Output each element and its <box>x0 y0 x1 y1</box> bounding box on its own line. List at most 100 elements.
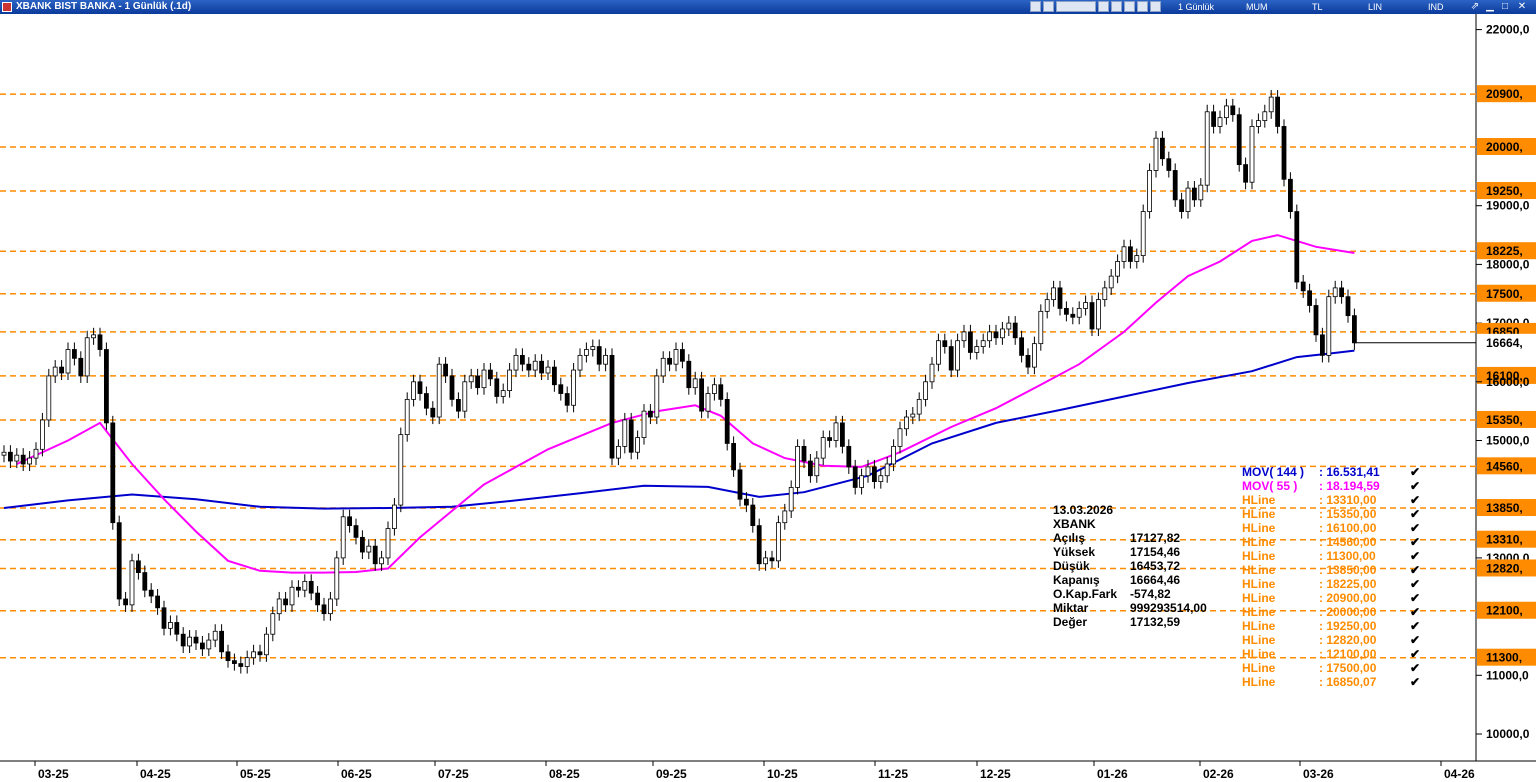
hline-label-bg <box>1477 182 1536 200</box>
maximize-icon[interactable]: □ <box>1501 1 1509 12</box>
candle-body <box>1313 305 1319 336</box>
chart-type-icon[interactable] <box>1030 1 1041 12</box>
legend-name: HLine <box>1242 633 1276 647</box>
candle-body <box>616 445 621 459</box>
hline-label-bg <box>1477 366 1536 384</box>
close-icon[interactable]: ✕ <box>1517 1 1527 12</box>
check-icon[interactable]: ✔ <box>1410 535 1420 549</box>
candle-body <box>295 586 301 591</box>
check-icon[interactable]: ✔ <box>1410 577 1420 591</box>
candle-body <box>1076 308 1082 318</box>
settings-icon[interactable] <box>1137 1 1148 12</box>
candle-body <box>680 349 685 362</box>
candle-body <box>385 528 391 559</box>
legend-name: HLine <box>1242 549 1276 563</box>
candle-body <box>110 422 116 524</box>
check-icon[interactable]: ✔ <box>1410 591 1420 605</box>
candle-body <box>993 331 999 339</box>
check-icon[interactable]: ✔ <box>1410 661 1420 675</box>
candle-body <box>923 381 928 400</box>
candle-body <box>187 636 193 647</box>
candle-body <box>263 633 269 656</box>
candle-body <box>833 422 839 441</box>
y-tick-label: 15000,0 <box>1486 434 1530 448</box>
info-value: 16453,72 <box>1130 559 1180 573</box>
candle-body <box>1121 246 1127 262</box>
candle-body <box>852 466 858 488</box>
app-icon <box>2 2 12 12</box>
check-icon[interactable]: ✔ <box>1410 633 1420 647</box>
hline-label-bg <box>1477 530 1536 548</box>
minimize-icon[interactable]: ▁ <box>1486 1 1494 12</box>
x-tick-label: 05-25 <box>240 767 271 781</box>
candle-body <box>1147 170 1152 212</box>
candle-body <box>660 357 666 377</box>
candle-body <box>321 604 327 615</box>
info-label: O.Kap.Fark <box>1053 587 1117 601</box>
candle-body <box>712 384 717 394</box>
y-tick-label: 20000, <box>1486 140 1523 154</box>
check-icon[interactable]: ✔ <box>1410 549 1420 563</box>
check-icon[interactable]: ✔ <box>1410 605 1420 619</box>
print-icon[interactable] <box>1150 1 1161 12</box>
x-tick-label: 04-25 <box>140 767 171 781</box>
check-icon[interactable]: ✔ <box>1410 619 1420 633</box>
zoom-out-icon[interactable] <box>1111 1 1122 12</box>
currency-selector[interactable]: TL <box>1312 2 1323 12</box>
candle-body <box>1256 120 1261 127</box>
legend-name: HLine <box>1242 605 1276 619</box>
candle-body <box>820 437 826 459</box>
candle-body <box>347 516 353 527</box>
candle-body <box>116 522 122 600</box>
legend-value: : 20900,00 <box>1319 591 1377 605</box>
y-axis-ticks: 22000,0 20900, 20000, 19250,19000,0 18225,18… <box>1476 23 1536 741</box>
chart-style-selector[interactable]: MUM <box>1246 2 1268 12</box>
candle-body <box>744 498 749 506</box>
x-tick-label: 02-26 <box>1203 767 1234 781</box>
legend-name: HLine <box>1242 591 1276 605</box>
line-icon[interactable] <box>1056 1 1096 12</box>
candle-body <box>1083 302 1088 309</box>
x-tick-label: 03-26 <box>1303 767 1334 781</box>
check-icon[interactable]: ✔ <box>1410 465 1420 479</box>
candle-body <box>359 536 365 553</box>
candle-body <box>1211 111 1216 127</box>
candle-body <box>910 413 916 418</box>
candle-body <box>193 636 199 644</box>
info-value: -574,82 <box>1130 587 1171 601</box>
candle-body <box>1288 178 1293 212</box>
interval-selector[interactable]: 1 Günlük <box>1178 2 1215 12</box>
candle-body <box>270 613 276 635</box>
check-icon[interactable]: ✔ <box>1410 493 1420 507</box>
candle-body <box>1185 187 1191 212</box>
legend-name: HLine <box>1242 493 1276 507</box>
bar-icon[interactable] <box>1043 1 1054 12</box>
candle-body <box>308 580 314 594</box>
info-label: Yüksek <box>1053 545 1095 559</box>
price-chart[interactable]: 22000,0 20900, 20000, 19250,19000,0 18225,18… <box>0 14 1536 782</box>
y-tick-label: 16100, <box>1486 369 1523 383</box>
indicator-selector[interactable]: IND <box>1428 2 1444 12</box>
check-icon[interactable]: ✔ <box>1410 507 1420 521</box>
mov55-line <box>16 234 1355 574</box>
grid-icon[interactable] <box>1124 1 1135 12</box>
check-icon[interactable]: ✔ <box>1410 647 1420 661</box>
candle-body <box>276 598 282 615</box>
candle-layer <box>1 90 1357 674</box>
candle-body <box>84 337 90 377</box>
y-tick-label: 12820, <box>1486 561 1523 575</box>
candle-body <box>91 334 96 339</box>
candle-body <box>1345 296 1351 317</box>
candle-body <box>507 369 513 392</box>
zoom-in-icon[interactable] <box>1098 1 1109 12</box>
legend-value: : 13310,00 <box>1319 493 1377 507</box>
check-icon[interactable]: ✔ <box>1410 675 1420 689</box>
check-icon[interactable]: ✔ <box>1410 563 1420 577</box>
check-icon[interactable]: ✔ <box>1410 479 1420 493</box>
restore-icon[interactable]: ⇗ <box>1470 1 1480 12</box>
candle-body <box>180 633 186 647</box>
info-value: 17127,82 <box>1130 531 1180 545</box>
scale-selector[interactable]: LIN <box>1368 2 1383 12</box>
legend-name: HLine <box>1242 535 1276 549</box>
check-icon[interactable]: ✔ <box>1410 521 1420 535</box>
